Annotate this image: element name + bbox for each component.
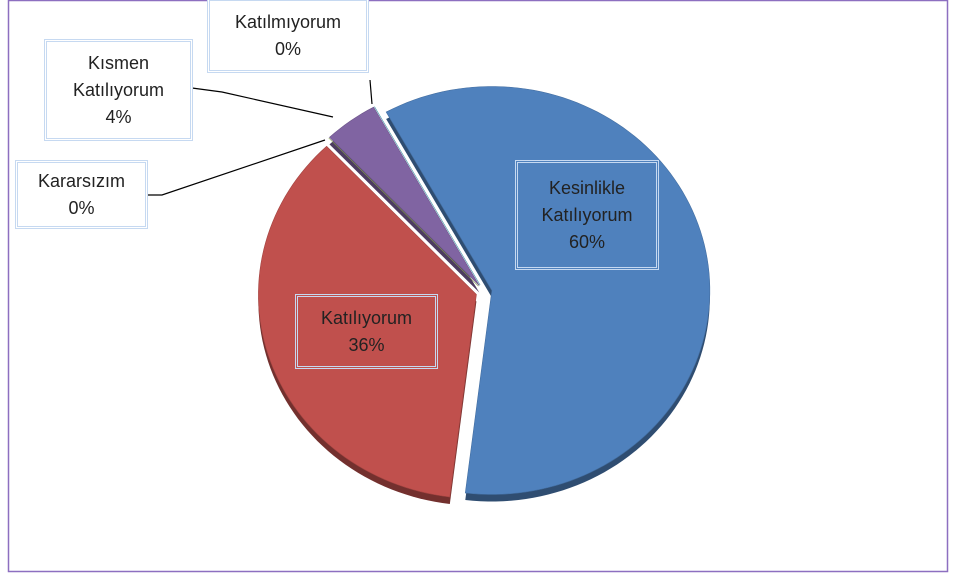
slice bbox=[329, 106, 480, 286]
slice bbox=[385, 86, 711, 495]
leader-line bbox=[191, 87, 334, 118]
leader-line bbox=[369, 79, 373, 105]
leader-line bbox=[147, 139, 326, 196]
data-label: Kesinlikle Katılıyorum 60% bbox=[515, 160, 659, 270]
value-label: 4% bbox=[105, 106, 132, 127]
category-label: Kararsızım bbox=[37, 170, 125, 191]
slice bbox=[258, 145, 477, 498]
category-label: Kesinlikle Katılıyorum bbox=[541, 177, 633, 225]
frame bbox=[7, 0, 949, 573]
data-label: Katılmıyorum 0% bbox=[207, 0, 369, 73]
data-label: Kararsızım 0% bbox=[15, 160, 148, 229]
category-label: Kısmen Katılıyorum bbox=[72, 52, 165, 100]
value-label: 0% bbox=[274, 38, 301, 59]
slice bbox=[374, 106, 481, 286]
slice bbox=[328, 137, 479, 287]
data-label: Kısmen Katılıyorum 4% bbox=[44, 39, 193, 141]
slice-side bbox=[328, 144, 479, 294]
category-label: Katılıyorum bbox=[320, 307, 413, 328]
pie bbox=[258, 86, 711, 504]
category-label: Katılmıyorum bbox=[234, 11, 342, 32]
data-label: Katılıyorum 36% bbox=[295, 294, 438, 369]
value-label: 36% bbox=[348, 334, 385, 355]
value-label: 60% bbox=[568, 231, 606, 252]
value-label: 0% bbox=[68, 197, 95, 218]
